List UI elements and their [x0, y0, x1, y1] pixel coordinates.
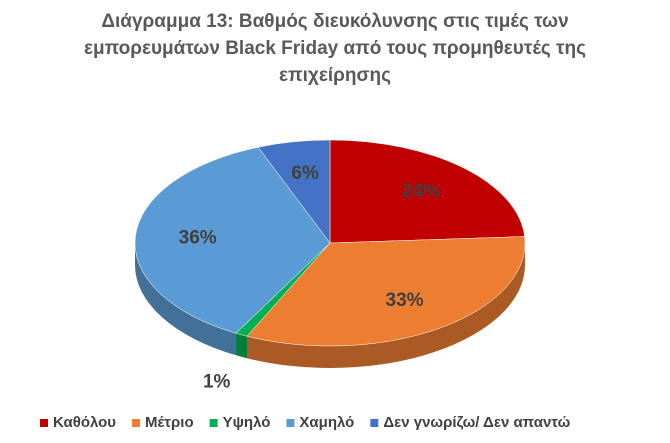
legend-swatch [40, 419, 48, 427]
data-label: 33% [386, 290, 424, 311]
legend-label: Υψηλό [223, 414, 271, 431]
legend-label: Δεν γνωρίζω/ Δεν απαντώ [383, 414, 570, 431]
slice-side [236, 333, 247, 359]
slice [257, 139, 331, 244]
slice-side [135, 243, 237, 356]
slice-side [246, 243, 526, 368]
data-label: 36% [179, 228, 217, 249]
chart-title: Διάγραμμα 13: Βαθμός διευκόλυνσης στις τ… [83, 11, 587, 86]
slice [329, 139, 525, 244]
legend-swatch [132, 419, 141, 427]
legend-swatch [370, 419, 379, 427]
slice [246, 236, 526, 347]
legend-swatch [209, 419, 218, 427]
data-label: 1% [203, 371, 231, 392]
legend-label: Καθόλου [53, 414, 116, 431]
data-label: 24% [402, 181, 440, 202]
slice [134, 146, 331, 334]
legend-label: Μέτριο [145, 414, 194, 431]
legend-label: Χαμηλό [299, 414, 354, 431]
legend-swatch [286, 419, 295, 427]
data-label: 6% [291, 163, 319, 184]
